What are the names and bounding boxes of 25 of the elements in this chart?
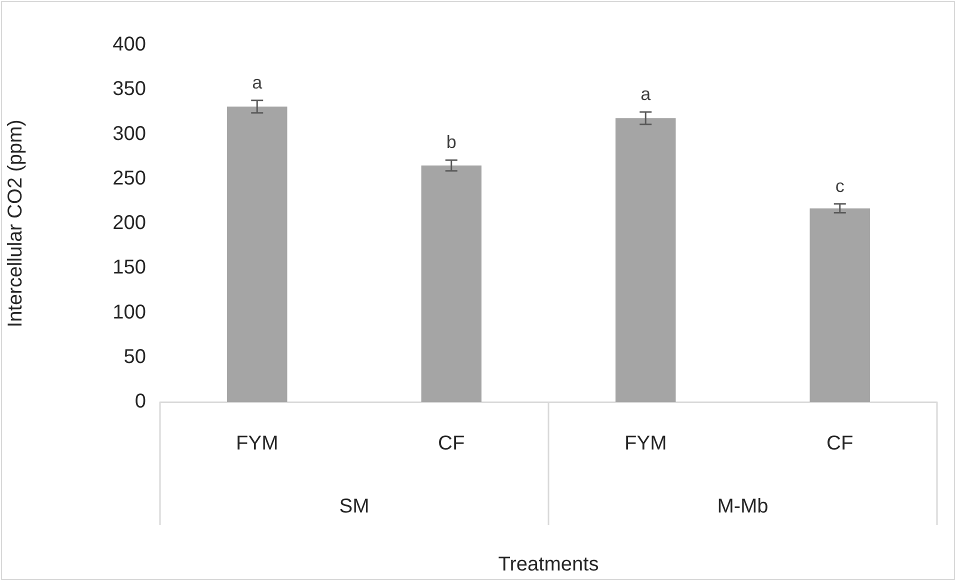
x-tick-label: FYM [236,432,278,455]
data-label: a [640,84,652,104]
y-tick-label: 100 [112,301,146,324]
y-tick-label: 150 [112,256,146,279]
bar [810,208,870,402]
bar [227,106,288,402]
x-tick-label: CF [826,432,854,455]
text: M-Mb [717,496,768,518]
data-label: b [446,132,456,152]
bar [616,118,676,402]
y-tick-label: 0 [134,390,146,413]
x-tick-label: FYM [624,432,667,455]
data-label: a [252,72,264,92]
x-tick-label: CF [438,432,465,455]
y-tick-label: 200 [112,212,146,234]
y-axis-title: Intercellular CO2 (ppm) [4,120,27,328]
y-tick-label: 300 [112,122,146,145]
y-tick-label: 50 [124,346,146,368]
bar [421,165,482,402]
y-tick-label: 350 [112,78,146,100]
y-tick-label: 250 [112,167,146,190]
x-axis-title: Treatments [498,554,599,576]
data-label: c [835,176,844,196]
text: SM [339,496,370,518]
y-tick-label: 400 [112,34,146,56]
